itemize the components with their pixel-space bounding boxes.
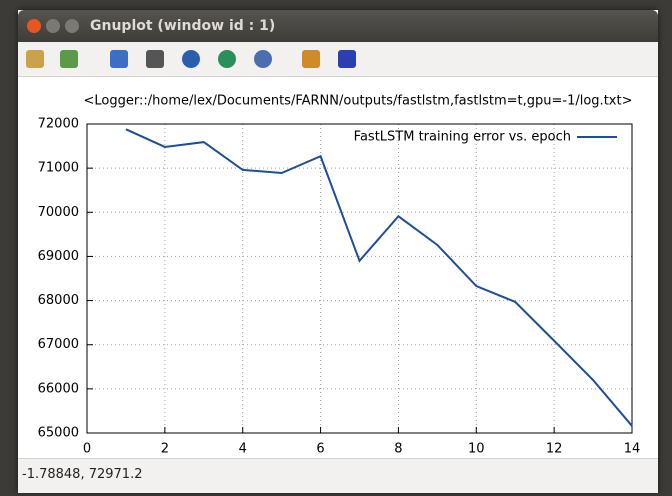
replot-icon[interactable] <box>110 50 128 68</box>
toolbar <box>18 42 658 77</box>
close-button[interactable] <box>27 19 41 33</box>
y-tick-label: 66000 <box>38 381 79 396</box>
y-tick-label: 69000 <box>38 249 79 264</box>
export-icon[interactable] <box>60 50 78 68</box>
x-tick-label: 8 <box>394 442 402 457</box>
x-tick-label: 2 <box>161 442 169 457</box>
help-icon[interactable] <box>338 50 356 68</box>
x-tick-label: 14 <box>624 442 641 457</box>
zoom-prev-icon[interactable] <box>182 50 200 68</box>
chart-title: <Logger::/home/lex/Documents/FARNN/outpu… <box>84 94 633 109</box>
maximize-button[interactable] <box>65 19 79 33</box>
settings-icon[interactable] <box>302 50 320 68</box>
window-title: Gnuplot (window id : 1) <box>90 18 276 34</box>
y-tick-label: 68000 <box>38 293 79 308</box>
title-bar: Gnuplot (window id : 1) <box>18 10 658 42</box>
y-tick-label: 70000 <box>38 205 79 220</box>
minimize-button[interactable] <box>46 19 60 33</box>
data-line <box>125 128 633 427</box>
y-tick-label: 65000 <box>38 426 79 441</box>
legend-label: FastLSTM training error vs. epoch <box>354 130 571 145</box>
grid-icon[interactable] <box>146 50 164 68</box>
y-tick-label: 72000 <box>38 117 79 132</box>
x-tick-label: 10 <box>468 442 485 457</box>
x-tick-label: 6 <box>316 442 324 457</box>
x-tick-label: 4 <box>239 442 247 457</box>
gnuplot-window: Gnuplot (window id : 1) -1.78848, 72971.… <box>18 10 658 493</box>
status-bar: -1.78848, 72971.2 <box>18 458 658 493</box>
y-tick-label: 71000 <box>38 161 79 176</box>
autoscale-icon[interactable] <box>254 50 272 68</box>
x-tick-label: 0 <box>83 442 91 457</box>
copy-icon[interactable] <box>26 50 44 68</box>
y-tick-label: 67000 <box>38 337 79 352</box>
status-text: -1.78848, 72971.2 <box>22 467 143 482</box>
x-tick-label: 12 <box>546 442 563 457</box>
plot-border <box>86 123 633 434</box>
zoom-next-icon[interactable] <box>218 50 236 68</box>
